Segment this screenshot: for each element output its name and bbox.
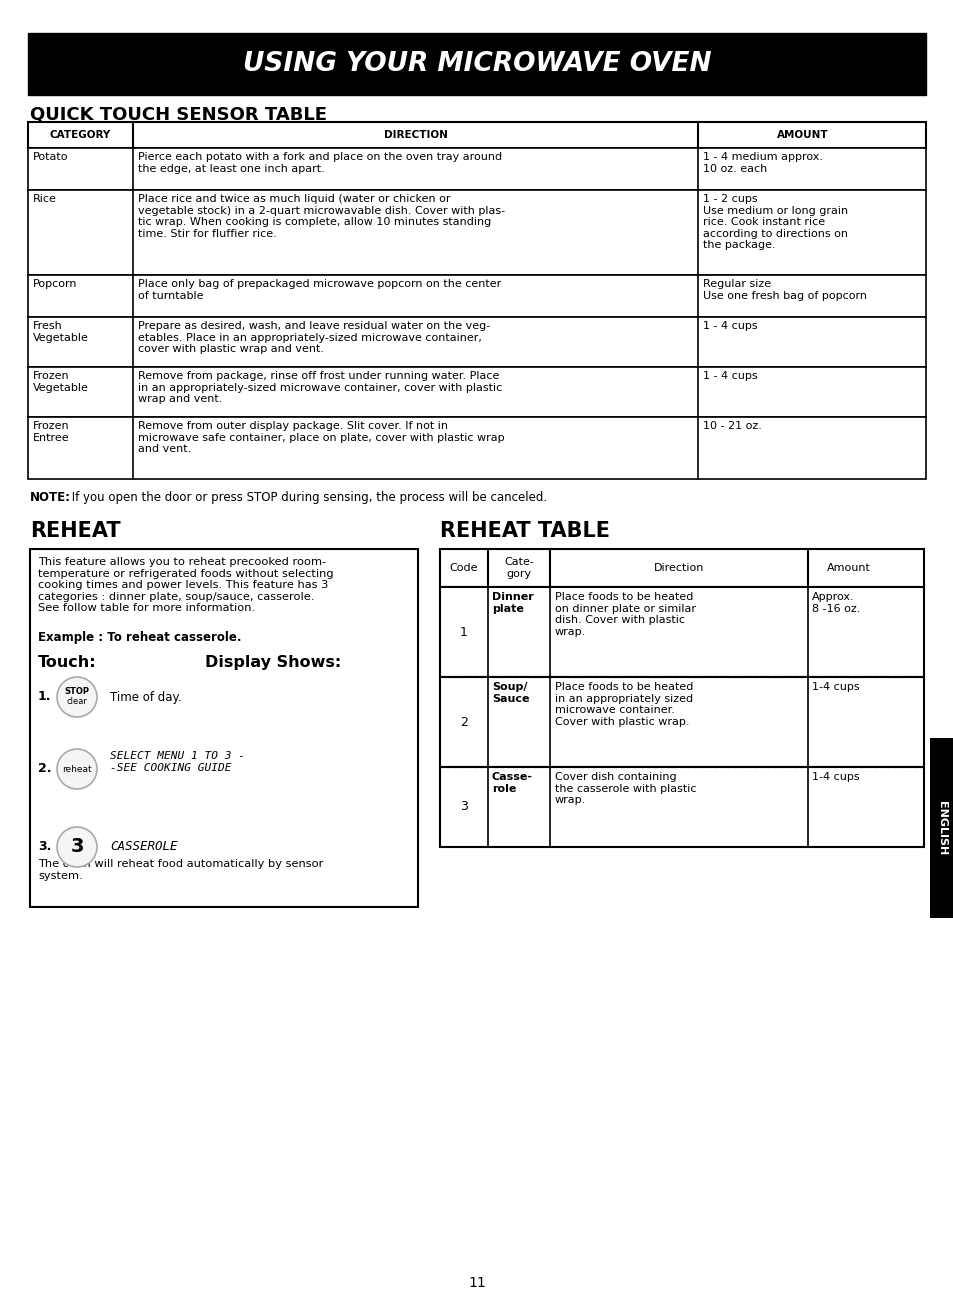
Text: 3.: 3. [38, 841, 51, 854]
Text: 1 - 4 cups: 1 - 4 cups [702, 320, 757, 331]
Text: Touch:: Touch: [38, 655, 96, 670]
Text: REHEAT TABLE: REHEAT TABLE [439, 521, 609, 542]
Text: Code: Code [449, 562, 477, 573]
Text: USING YOUR MICROWAVE OVEN: USING YOUR MICROWAVE OVEN [242, 51, 711, 77]
Text: Casse-
role: Casse- role [492, 772, 533, 794]
Text: 1.: 1. [38, 691, 51, 704]
Bar [929, 738, 953, 918]
Text: Frozen
Vegetable: Frozen Vegetable [33, 371, 89, 392]
Text: ENGLISH: ENGLISH [936, 800, 946, 855]
Text: Direction: Direction [653, 562, 703, 573]
Text: 1 - 4 medium approx.
10 oz. each: 1 - 4 medium approx. 10 oz. each [702, 152, 822, 174]
Text: Fresh
Vegetable: Fresh Vegetable [33, 320, 89, 343]
Text: Prepare as desired, wash, and leave residual water on the veg-
etables. Place in: Prepare as desired, wash, and leave resi… [138, 320, 490, 354]
Text: CATEGORY: CATEGORY [50, 129, 111, 140]
Text: The oven will reheat food automatically by sensor
system.: The oven will reheat food automatically … [38, 859, 323, 880]
Text: 3: 3 [459, 800, 468, 814]
Text: NOTE:: NOTE: [30, 490, 71, 504]
Circle shape [57, 827, 97, 867]
Bar [28, 33, 925, 95]
Text: 1-4 cups: 1-4 cups [811, 681, 859, 692]
Bar [28, 317, 925, 368]
Bar [28, 275, 925, 317]
Text: Place rice and twice as much liquid (water or chicken or
vegetable stock) in a 2: Place rice and twice as much liquid (wat… [138, 194, 504, 239]
Text: reheat: reheat [62, 764, 91, 773]
Text: DIRECTION: DIRECTION [383, 129, 447, 140]
Bar [28, 417, 925, 479]
Text: Pierce each potato with a fork and place on the oven tray around
the edge, at le: Pierce each potato with a fork and place… [138, 152, 501, 174]
Text: Display Shows:: Display Shows: [205, 655, 341, 670]
Text: Potato: Potato [33, 152, 69, 162]
Text: STOP: STOP [65, 688, 90, 696]
Text: Dinner
plate: Dinner plate [492, 593, 533, 613]
Text: Popcorn: Popcorn [33, 279, 77, 289]
Text: 11: 11 [468, 1277, 485, 1290]
Text: SELECT MENU 1 TO 3 -
-SEE COOKING GUIDE: SELECT MENU 1 TO 3 - -SEE COOKING GUIDE [110, 751, 245, 773]
Text: 1 - 4 cups: 1 - 4 cups [702, 371, 757, 381]
Bar [28, 368, 925, 417]
Text: 1 - 2 cups
Use medium or long grain
rice. Cook instant rice
according to directi: 1 - 2 cups Use medium or long grain rice… [702, 194, 847, 250]
Text: Soup/
Sauce: Soup/ Sauce [492, 681, 529, 704]
Text: 1: 1 [459, 625, 468, 638]
Text: This feature allows you to reheat precooked room-
temperature or refrigerated fo: This feature allows you to reheat precoo… [38, 557, 334, 613]
Text: AMOUNT: AMOUNT [777, 129, 828, 140]
Bar [439, 549, 923, 587]
Text: Place only bag of prepackaged microwave popcorn on the center
of turntable: Place only bag of prepackaged microwave … [138, 279, 500, 301]
Text: Amount: Amount [826, 562, 870, 573]
Text: Cate-
gory: Cate- gory [503, 557, 534, 579]
Bar [28, 190, 925, 275]
Text: 10 - 21 oz.: 10 - 21 oz. [702, 421, 761, 432]
Bar [439, 678, 923, 766]
Bar [28, 148, 925, 190]
Text: QUICK TOUCH SENSOR TABLE: QUICK TOUCH SENSOR TABLE [30, 105, 327, 123]
Text: 2.: 2. [38, 763, 51, 776]
Text: Remove from package, rinse off frost under running water. Place
in an appropriat: Remove from package, rinse off frost und… [138, 371, 501, 404]
Bar [28, 122, 925, 148]
Text: Place foods to be heated
in an appropriately sized
microwave container.
Cover wi: Place foods to be heated in an appropria… [555, 681, 693, 727]
Bar [439, 587, 923, 678]
Text: 3: 3 [71, 837, 84, 857]
Text: clear: clear [67, 697, 88, 706]
Text: 2: 2 [459, 715, 468, 729]
Text: Frozen
Entree: Frozen Entree [33, 421, 70, 442]
Text: REHEAT: REHEAT [30, 521, 120, 542]
Text: Rice: Rice [33, 194, 57, 204]
Text: Time of day.: Time of day. [110, 691, 181, 704]
Text: CASSEROLE: CASSEROLE [110, 841, 177, 854]
Text: Regular size
Use one fresh bag of popcorn: Regular size Use one fresh bag of popcor… [702, 279, 866, 301]
Bar [30, 549, 417, 906]
Text: Example : To reheat casserole.: Example : To reheat casserole. [38, 630, 241, 644]
Bar [439, 766, 923, 848]
Text: Cover dish containing
the casserole with plastic
wrap.: Cover dish containing the casserole with… [555, 772, 696, 806]
Circle shape [57, 749, 97, 789]
Text: If you open the door or press STOP during sensing, the process will be canceled.: If you open the door or press STOP durin… [68, 490, 547, 504]
Text: Place foods to be heated
on dinner plate or similar
dish. Cover with plastic
wra: Place foods to be heated on dinner plate… [555, 593, 696, 637]
Text: 1-4 cups: 1-4 cups [811, 772, 859, 782]
Text: Approx.
8 -16 oz.: Approx. 8 -16 oz. [811, 593, 860, 613]
Text: Remove from outer display package. Slit cover. If not in
microwave safe containe: Remove from outer display package. Slit … [138, 421, 504, 454]
Circle shape [57, 678, 97, 717]
